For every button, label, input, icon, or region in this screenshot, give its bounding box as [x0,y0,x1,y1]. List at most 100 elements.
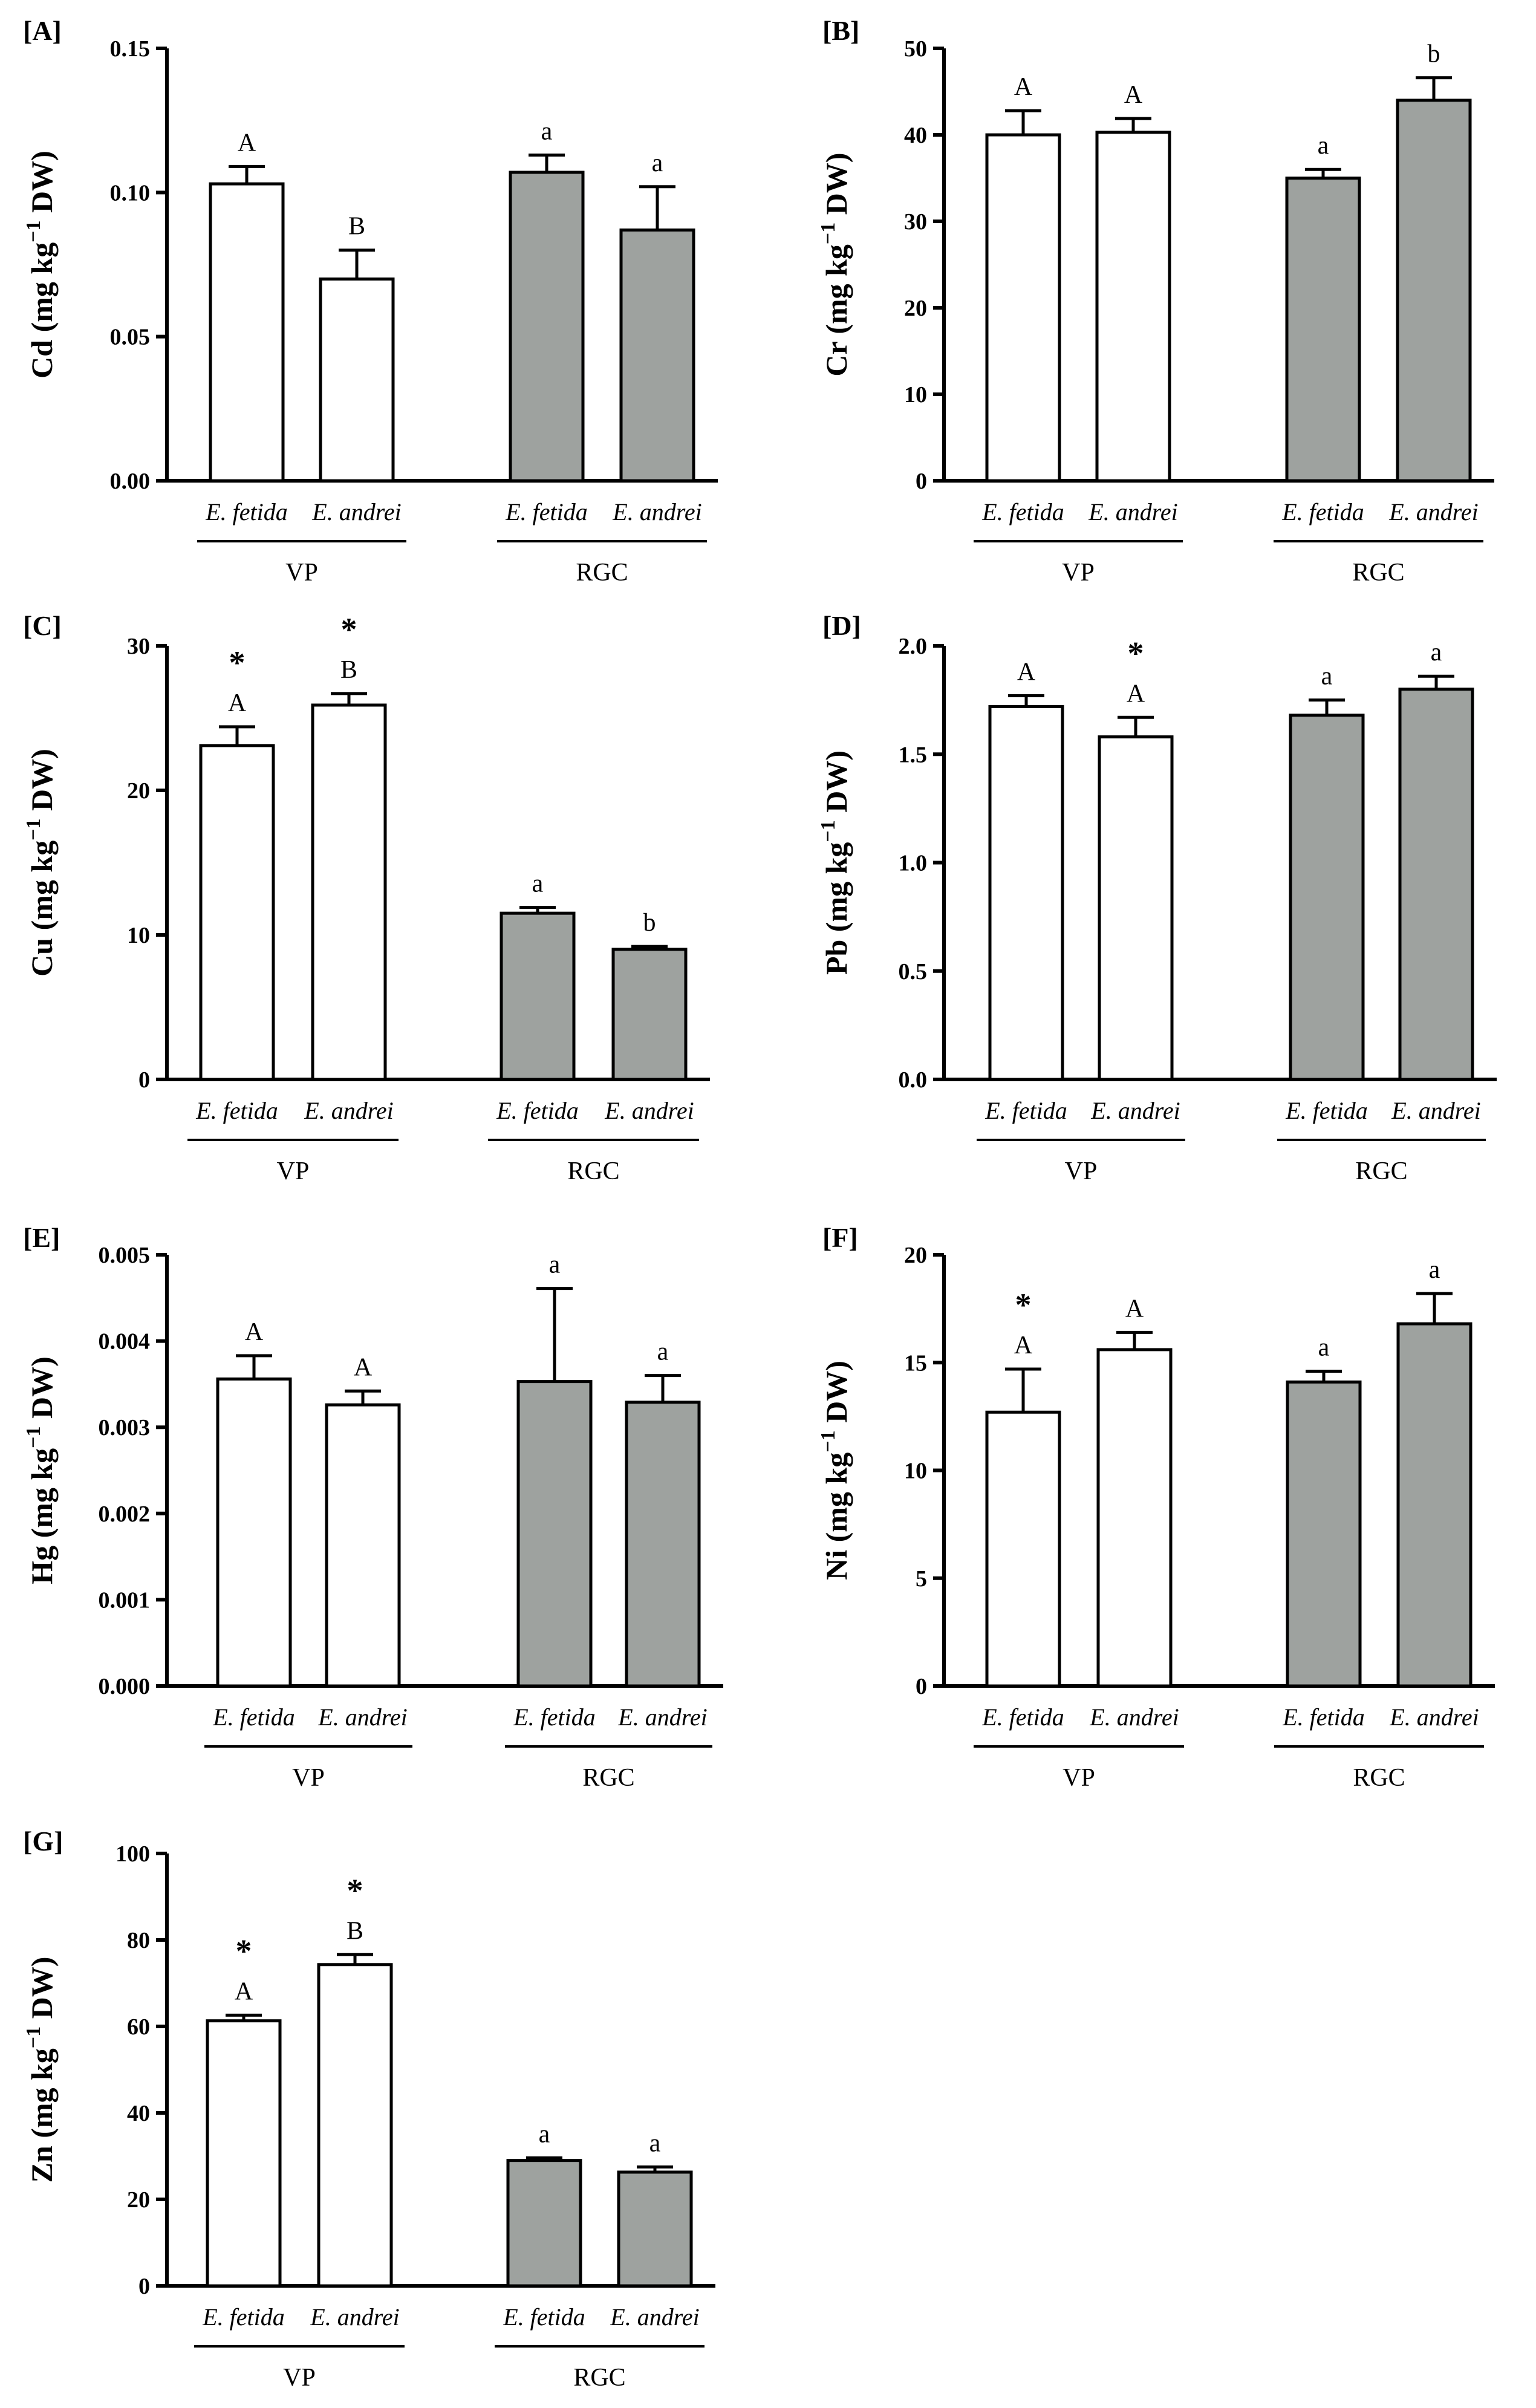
bar-vp-e-fetida [199,744,275,1081]
y-tick-label: 10 [904,382,927,408]
y-tick-label: 0.004 [99,1329,151,1355]
group-label-vp: VP [283,2364,316,2392]
bar-vp-e-fetida [985,133,1061,483]
bar-vp-e-fetida [216,1377,292,1688]
category-label: E. fetida [981,1703,1064,1731]
category-label: E. fetida [505,498,588,526]
significance-letter: a [1318,132,1329,160]
y-axis-label: Pb (mg kg−1 DW) [817,750,853,975]
bar-vp-e-andrei [1098,735,1174,1081]
bar-rgc-e-andrei [1396,1322,1473,1688]
significance-letter: A [354,1353,373,1381]
y-tick-label: 0 [916,469,927,494]
y-tick-label: 20 [127,778,150,804]
y-tick-label: 20 [127,2187,150,2213]
category-label: E. andrei [1089,1703,1179,1731]
bar-vp-e-andrei [319,277,395,483]
y-axis-label: Cu (mg kg−1 DW) [22,749,59,977]
chart-panel-f: [F] 0 5 10 15 20 Ni (mg kg−1 DW) A * E. fetida A E.… [817,1222,1495,1792]
bar-rgc-e-fetida [1286,1380,1362,1688]
category-label: E. fetida [1285,1097,1368,1124]
category-label: E. fetida [496,1097,579,1124]
panel-label: [E] [23,1222,60,1253]
significance-star: * [229,645,246,681]
y-tick-label: 40 [127,2101,150,2126]
significance-letter: B [348,213,365,241]
y-tick-label: 0.001 [99,1587,151,1613]
chart-panel-a: [A] 0.00 0.05 0.10 0.15 Cd (mg kg−1 DW) A E. fe… [22,15,718,587]
bar-vp-e-fetida [209,182,285,483]
bar-rgc-e-andrei [625,1401,701,1688]
significance-letter: a [1321,663,1333,691]
category-label: E. andrei [317,1703,407,1731]
y-tick-label: 80 [127,1928,150,1953]
group-label-rgc: RGC [1355,1157,1407,1185]
category-label: E. andrei [1389,1703,1479,1731]
significance-letter: b [643,909,656,937]
panel-label: [G] [23,1826,63,1856]
significance-letter: A [235,1977,253,2005]
significance-letter: a [549,1251,561,1279]
group-label-vp: VP [1063,1764,1095,1792]
panel-label: [C] [23,610,62,641]
significance-letter: a [657,1338,669,1366]
y-tick-label: 20 [904,1243,927,1268]
bar-rgc-e-fetida [509,171,585,483]
significance-letter: a [649,2129,661,2157]
category-label: E. andrei [1090,1097,1180,1124]
bar-vp-e-fetida [206,2019,282,2288]
bar-rgc-e-andrei [611,948,688,1081]
y-tick-label: 0.0 [899,1067,928,1093]
significance-letter: a [541,117,553,145]
y-tick-label: 0.00 [110,469,151,494]
significance-letter: A [1127,680,1145,708]
group-label-rgc: RGC [567,1157,619,1185]
significance-letter: a [1431,639,1442,666]
category-label: E. andrei [610,2303,699,2331]
y-tick-label: 0.005 [99,1243,151,1268]
significance-letter: A [1014,1332,1033,1359]
significance-letter: A [238,129,256,157]
y-tick-label: 40 [904,123,927,148]
bar-rgc-e-fetida [516,1380,593,1688]
bar-vp-e-andrei [1096,1348,1173,1688]
y-axis-label: Cd (mg kg−1 DW) [22,151,59,379]
panel-label: [F] [822,1222,858,1253]
significance-star: * [1015,1287,1032,1323]
y-tick-label: 0 [916,1674,927,1699]
significance-letter: B [347,1917,363,1945]
y-tick-label: 60 [127,2014,150,2040]
significance-letter: a [652,149,663,177]
category-label: E. andrei [1088,498,1177,526]
panel-label: [D] [822,610,861,641]
y-tick-label: 0.05 [110,325,151,350]
significance-star: * [236,1933,252,1969]
bar-vp-e-fetida [988,705,1064,1081]
y-tick-label: 1.5 [899,742,928,767]
significance-letter: A [1017,658,1036,686]
bar-vp-e-fetida [985,1410,1061,1688]
bar-vp-e-andrei [325,1403,401,1688]
bar-vp-e-andrei [317,1963,393,2288]
y-tick-label: 50 [904,36,927,62]
y-tick-label: 0.002 [99,1502,151,1527]
group-label-vp: VP [1062,559,1095,587]
category-label: E. fetida [1281,498,1364,526]
significance-letter: A [1125,1295,1144,1323]
y-tick-label: 0.15 [110,36,151,62]
bar-vp-e-andrei [311,703,387,1081]
category-label: E. fetida [981,498,1064,526]
y-tick-label: 0.000 [99,1674,151,1699]
significance-letter: a [539,2120,550,2148]
y-axis-label: Cr (mg kg−1 DW) [817,152,853,376]
y-tick-label: 30 [127,634,150,659]
bar-rgc-e-andrei [1398,688,1474,1081]
y-tick-label: 0 [138,1067,150,1093]
group-label-rgc: RGC [573,2364,625,2392]
significance-letter: A [228,689,247,717]
y-tick-label: 10 [904,1459,927,1484]
category-label: E. andrei [617,1703,707,1731]
bar-rgc-e-andrei [617,2170,693,2288]
category-label: E. andrei [612,498,701,526]
